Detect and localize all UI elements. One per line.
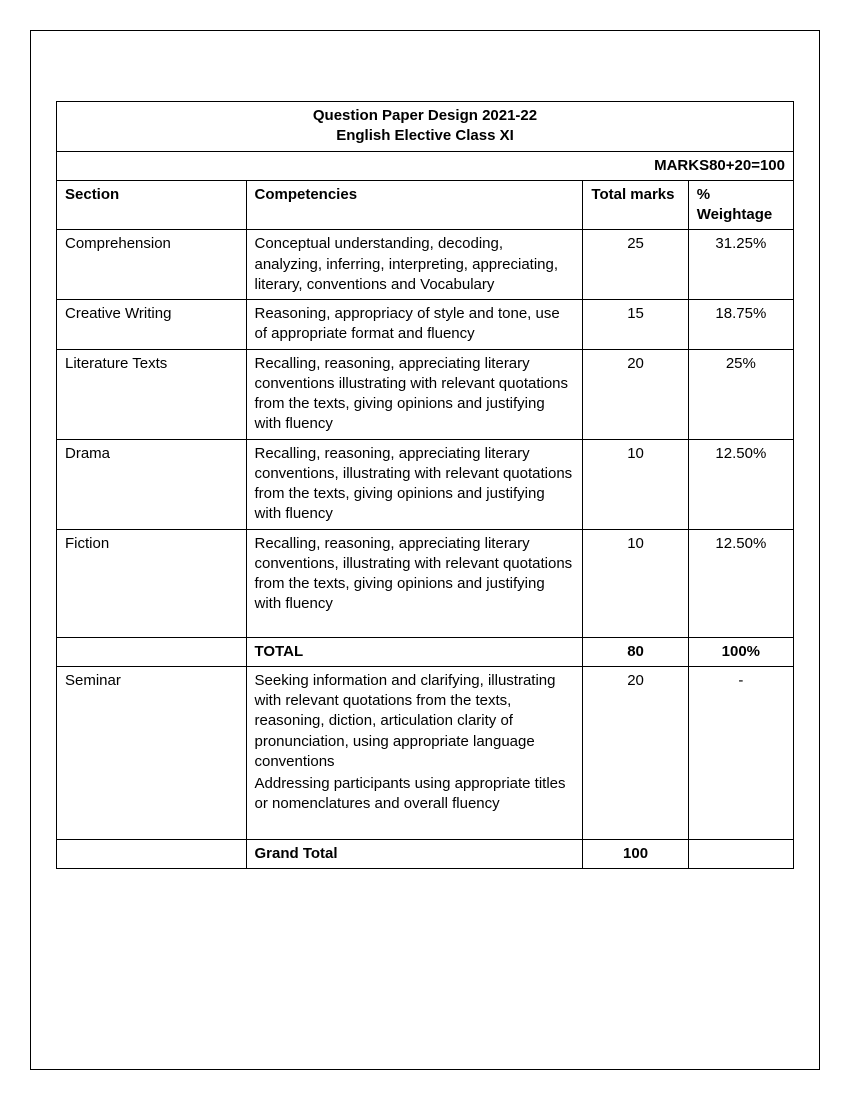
table-row: Drama Recalling, reasoning, appreciating…: [57, 439, 794, 529]
weightage-cell: 12.50%: [688, 529, 793, 637]
title-line-2: English Elective Class XI: [65, 126, 785, 146]
section-cell: Literature Texts: [57, 349, 247, 439]
title-cell: Question Paper Design 2021-22 English El…: [57, 102, 794, 152]
col-competencies-header: Competencies: [246, 180, 583, 230]
marks-cell: 10: [583, 439, 688, 529]
seminar-weightage: -: [688, 666, 793, 839]
seminar-row: Seminar Seeking information and clarifyi…: [57, 666, 794, 839]
marks-cell: 20: [583, 349, 688, 439]
table-row: Comprehension Conceptual understanding, …: [57, 230, 794, 300]
grand-total-label: Grand Total: [246, 839, 583, 868]
competencies-cell: Reasoning, appropriacy of style and tone…: [246, 300, 583, 350]
spacer: [255, 615, 575, 633]
competencies-cell: Recalling, reasoning, appreciating liter…: [246, 439, 583, 529]
grand-total-weightage: [688, 839, 793, 868]
table-row: Fiction Recalling, reasoning, appreciati…: [57, 529, 794, 637]
seminar-para-1: Seeking information and clarifying, illu…: [255, 671, 575, 772]
marks-cell: 10: [583, 529, 688, 637]
marks-cell: 15: [583, 300, 688, 350]
seminar-para-2: Addressing participants using appropriat…: [255, 774, 575, 815]
seminar-competencies: Seeking information and clarifying, illu…: [246, 666, 583, 839]
section-cell: Drama: [57, 439, 247, 529]
grand-total-empty: [57, 839, 247, 868]
spacer: [255, 817, 575, 835]
table-row: Literature Texts Recalling, reasoning, a…: [57, 349, 794, 439]
weightage-cell: 18.75%: [688, 300, 793, 350]
col-weightage-header: % Weightage: [688, 180, 793, 230]
section-cell: Comprehension: [57, 230, 247, 300]
weightage-cell: 12.50%: [688, 439, 793, 529]
grand-total-row: Grand Total 100: [57, 839, 794, 868]
competencies-text: Recalling, reasoning, appreciating liter…: [255, 534, 575, 615]
grand-total-marks: 100: [583, 839, 688, 868]
page-frame: Question Paper Design 2021-22 English El…: [30, 30, 820, 1070]
marks-header: MARKS80+20=100: [57, 151, 794, 180]
table-row: Creative Writing Reasoning, appropriacy …: [57, 300, 794, 350]
col-section-header: Section: [57, 180, 247, 230]
column-header-row: Section Competencies Total marks % Weigh…: [57, 180, 794, 230]
weightage-cell: 25%: [688, 349, 793, 439]
total-marks: 80: [583, 637, 688, 666]
total-row: TOTAL 80 100%: [57, 637, 794, 666]
marks-cell: 25: [583, 230, 688, 300]
weightage-cell: 31.25%: [688, 230, 793, 300]
competencies-cell: Conceptual understanding, decoding, anal…: [246, 230, 583, 300]
total-label: TOTAL: [246, 637, 583, 666]
title-line-1: Question Paper Design 2021-22: [65, 106, 785, 126]
col-marks-header: Total marks: [583, 180, 688, 230]
seminar-marks: 20: [583, 666, 688, 839]
total-weightage: 100%: [688, 637, 793, 666]
marks-header-row: MARKS80+20=100: [57, 151, 794, 180]
seminar-section: Seminar: [57, 666, 247, 839]
section-cell: Fiction: [57, 529, 247, 637]
total-empty: [57, 637, 247, 666]
competencies-cell: Recalling, reasoning, appreciating liter…: [246, 349, 583, 439]
competencies-cell: Recalling, reasoning, appreciating liter…: [246, 529, 583, 637]
section-cell: Creative Writing: [57, 300, 247, 350]
title-row: Question Paper Design 2021-22 English El…: [57, 102, 794, 152]
design-table: Question Paper Design 2021-22 English El…: [56, 101, 794, 869]
